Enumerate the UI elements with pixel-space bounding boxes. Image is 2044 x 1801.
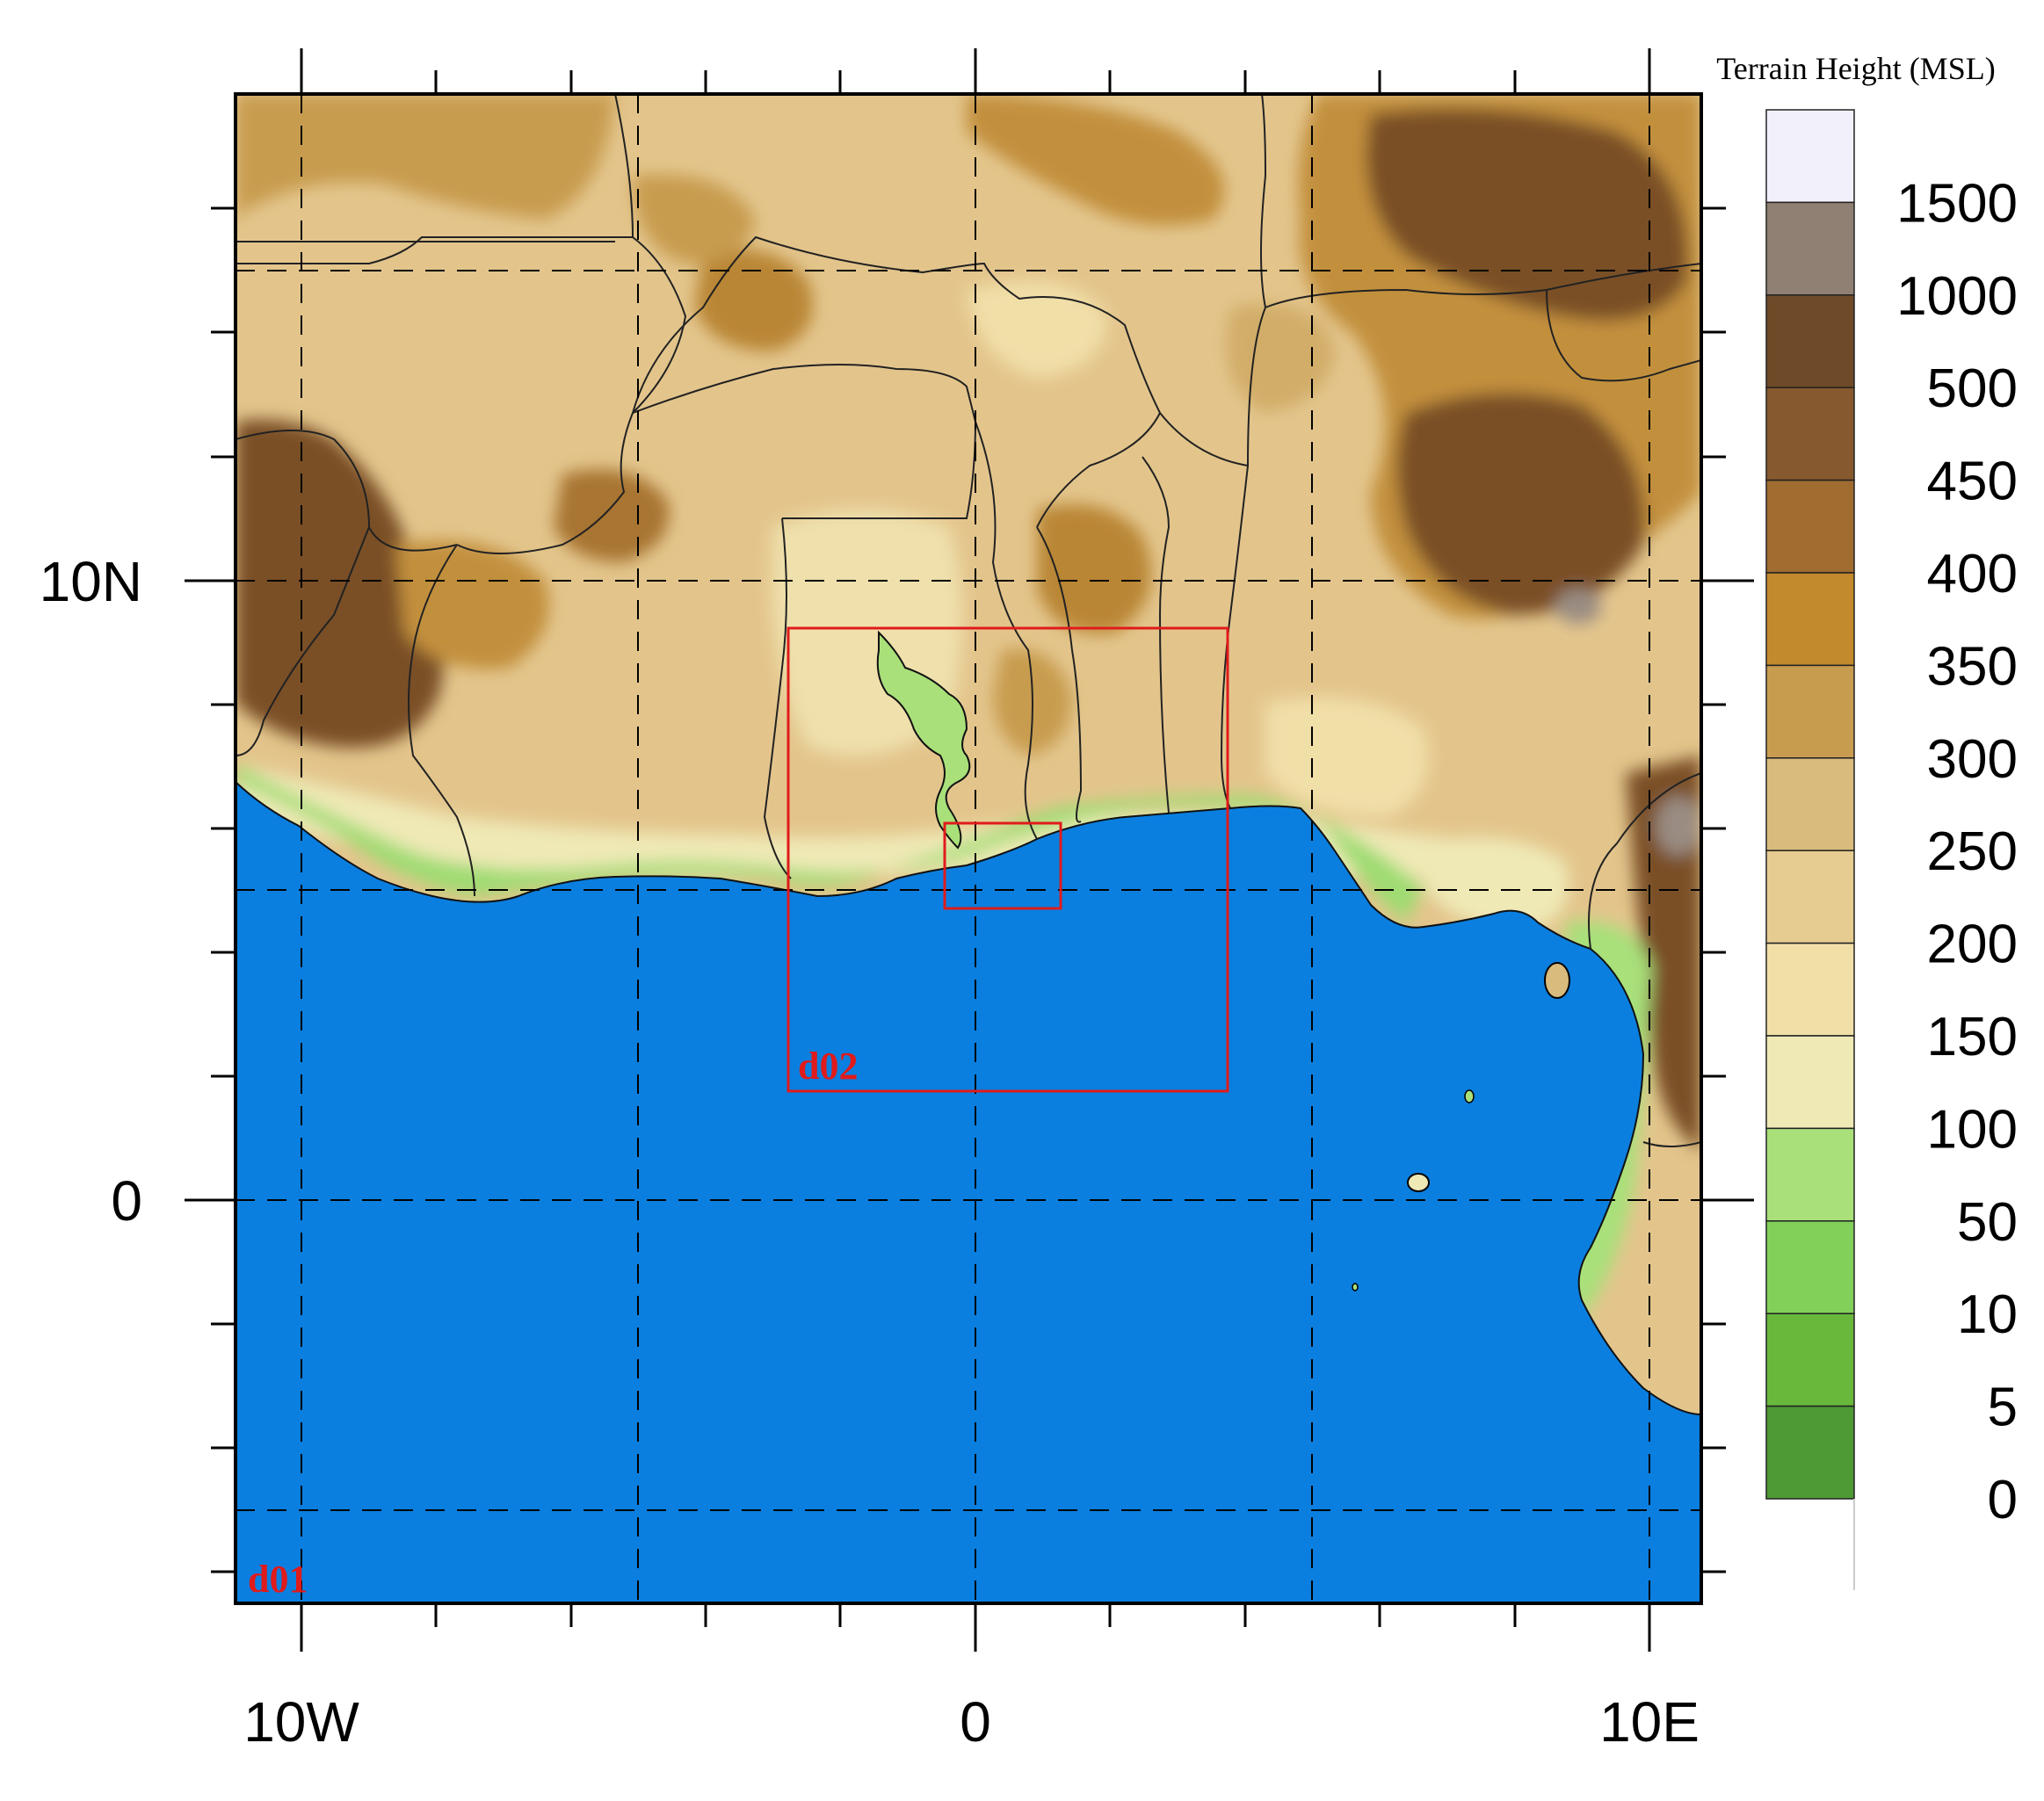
legend-level-label: 1500 — [1896, 173, 2018, 234]
legend-swatch — [1765, 201, 1855, 296]
map-panel: d02 d01 — [236, 94, 1701, 1603]
domain-d02-label: d02 — [798, 1045, 858, 1088]
legend-swatch — [1765, 1035, 1855, 1130]
legend-swatch — [1765, 664, 1855, 759]
graticule — [236, 94, 1701, 1603]
lake-volta — [876, 630, 971, 850]
legend-swatch — [1765, 294, 1855, 388]
legend-swatch — [1765, 1313, 1855, 1407]
legend-swatch — [1765, 942, 1855, 1037]
legend-level-label: 450 — [1927, 452, 2018, 512]
domain-d01-label: d01 — [248, 1558, 308, 1601]
legend-level-label: 300 — [1927, 729, 2018, 790]
legend-level-label: 500 — [1927, 358, 2018, 419]
island — [1464, 1089, 1475, 1103]
y-tick-label-0: 0 — [111, 1169, 142, 1233]
x-tick-label-10e: 10E — [1599, 1690, 1700, 1754]
legend-level-label: 200 — [1927, 915, 2018, 975]
legend-level-label: 400 — [1927, 544, 2018, 604]
legend-level-label: 1000 — [1896, 266, 2018, 327]
legend-swatch — [1765, 109, 1855, 204]
legend-labels: 1500100050045040035030025020015010050105… — [1896, 173, 2018, 1530]
legend-level-label: 250 — [1927, 821, 2018, 882]
legend-level-label: 50 — [1957, 1192, 2018, 1253]
legend-swatch — [1765, 387, 1855, 481]
legend-title: Terrain Height (MSL) — [1716, 51, 1995, 86]
map-frame — [234, 92, 1703, 1605]
legend-level-label: 0 — [1988, 1470, 2018, 1530]
legend-swatch — [1765, 1127, 1855, 1222]
legend-swatches — [1765, 109, 1855, 1500]
legend-level-label: 350 — [1927, 636, 2018, 697]
x-tick-label-10w: 10W — [243, 1690, 359, 1754]
legend-swatch — [1765, 1405, 1855, 1500]
legend-level-label: 10 — [1957, 1284, 2018, 1345]
island — [1352, 1283, 1359, 1291]
ocean — [236, 782, 1701, 1603]
country-borders — [236, 94, 1701, 1147]
axis-ticks — [185, 48, 1754, 1652]
island — [1407, 1173, 1430, 1192]
domain-d03-box — [943, 821, 1062, 910]
legend-swatch — [1765, 757, 1855, 851]
y-tick-label-10n: 10N — [40, 550, 142, 613]
legend-swatch — [1765, 572, 1855, 667]
legend-swatch — [1765, 850, 1855, 944]
legend-level-label: 100 — [1927, 1099, 2018, 1160]
x-tick-label-0: 0 — [960, 1690, 991, 1754]
legend-level-label: 150 — [1927, 1007, 2018, 1067]
coastline — [236, 781, 1701, 1415]
color-legend: Terrain Height (MSL) 1500100050045040035… — [1716, 51, 2018, 1590]
legend-swatch — [1765, 479, 1855, 574]
island — [1544, 962, 1570, 999]
legend-level-label: 5 — [1988, 1378, 2018, 1438]
legend-swatch — [1765, 1220, 1855, 1314]
domain-d02-box — [786, 626, 1229, 1093]
